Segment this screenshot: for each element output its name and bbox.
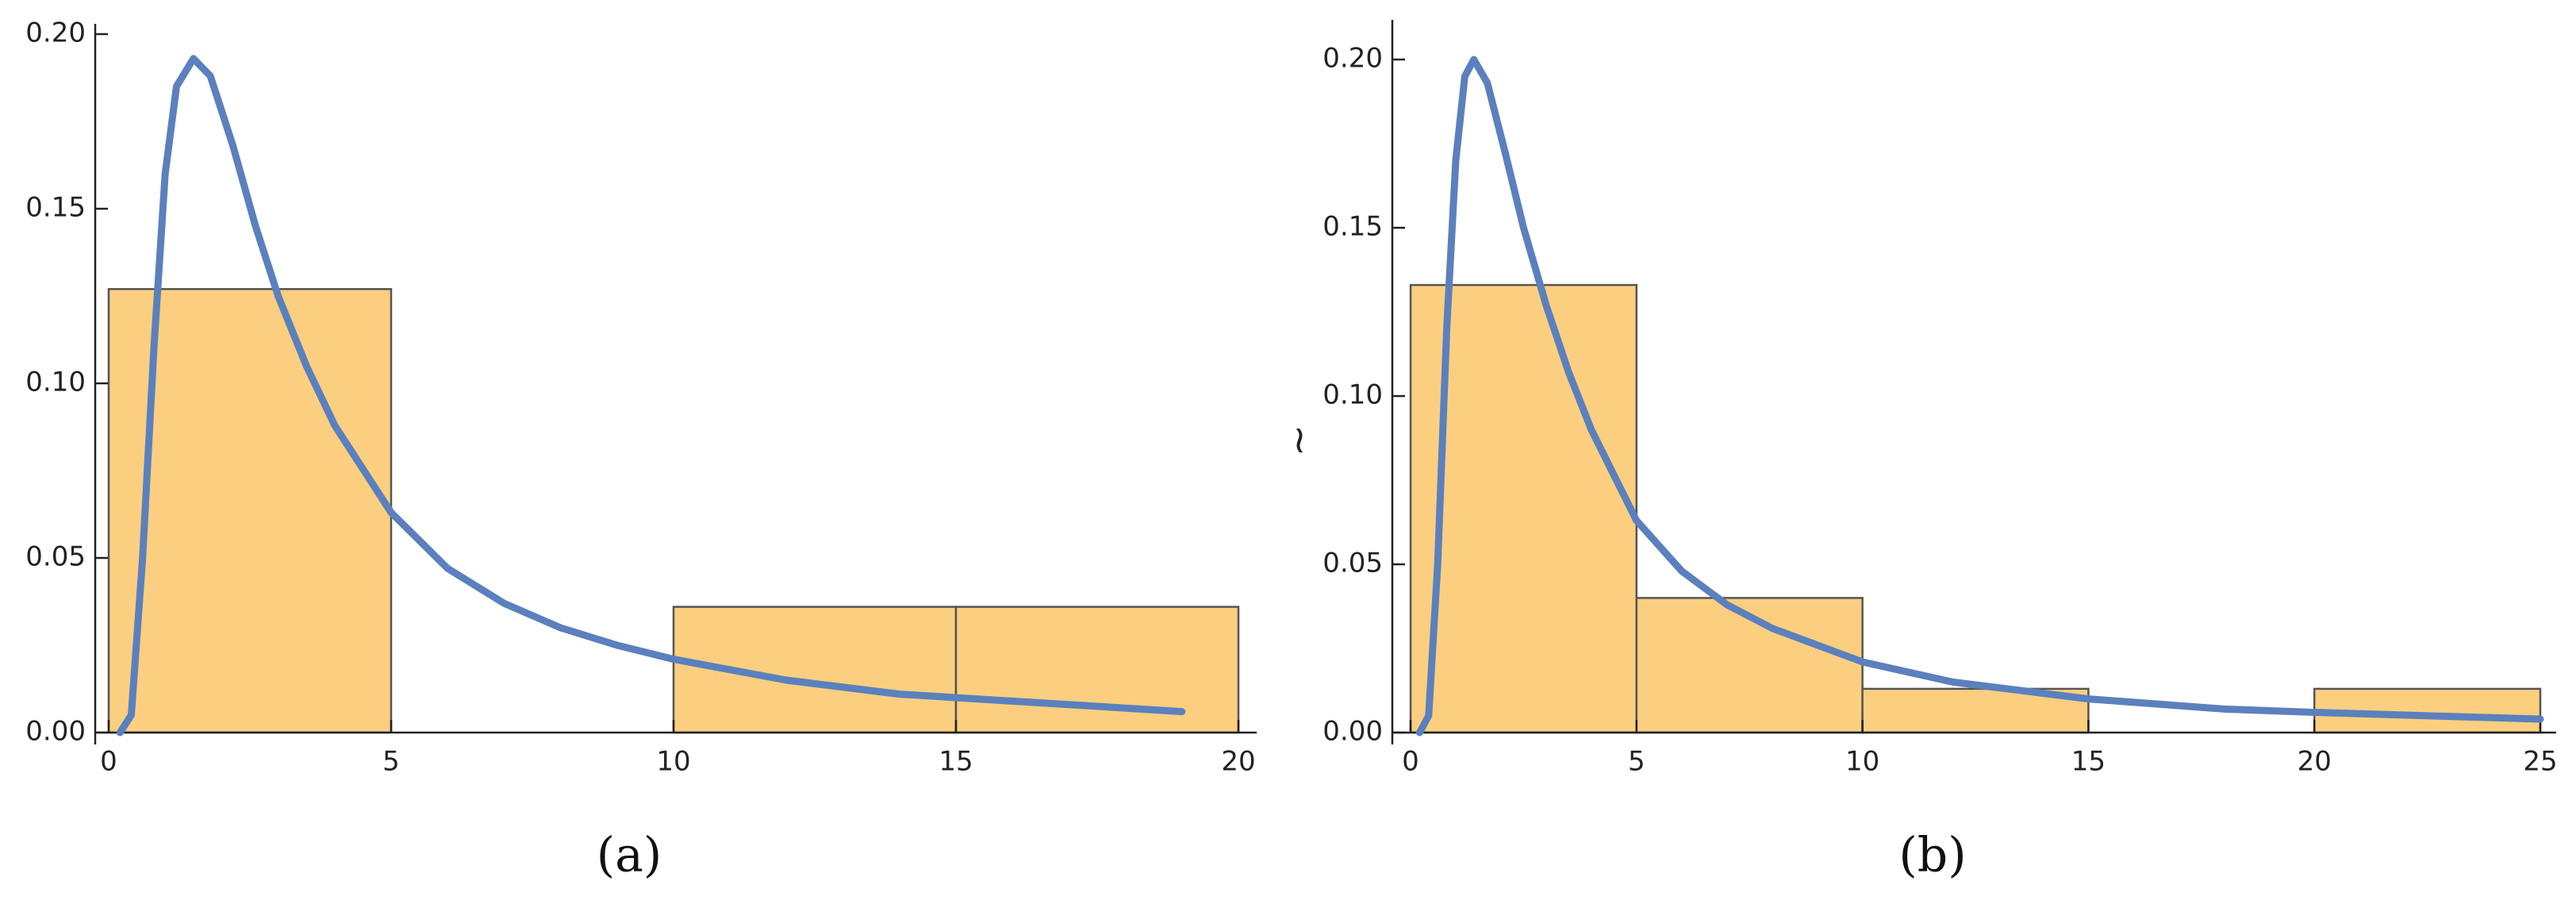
x-tick-label: 25 bbox=[2523, 746, 2557, 778]
x-tick-label: 5 bbox=[1628, 746, 1645, 778]
x-tick-label: 20 bbox=[2298, 746, 2332, 778]
y-tick-label: 0.00 bbox=[25, 716, 86, 748]
y-tick-label: 0.20 bbox=[25, 17, 86, 49]
caption: (b) bbox=[1898, 828, 1966, 883]
x-tick-label: 0 bbox=[100, 746, 117, 778]
x-tick-label: 0 bbox=[1402, 746, 1419, 778]
y-tick-label: 0.00 bbox=[1323, 716, 1383, 748]
y-tick-label: 0.15 bbox=[25, 192, 86, 224]
y-axis-label: ~ bbox=[1276, 425, 1321, 456]
y-tick-label: 0.10 bbox=[1323, 379, 1383, 411]
histogram-bar bbox=[954, 606, 1240, 734]
x-tick-label: 15 bbox=[939, 746, 973, 778]
x-tick-label: 10 bbox=[656, 746, 690, 778]
density-curve bbox=[116, 55, 1186, 737]
density-curve bbox=[1415, 56, 2544, 737]
x-tick-label: 15 bbox=[2071, 746, 2106, 778]
x-tick-label: 20 bbox=[1221, 746, 1255, 778]
y-tick-label: 0.10 bbox=[25, 367, 86, 398]
x-tick-label: 5 bbox=[382, 746, 400, 778]
caption: (a) bbox=[597, 828, 662, 883]
y-tick-label: 0.05 bbox=[1323, 548, 1383, 579]
x-tick-label: 10 bbox=[1845, 746, 1879, 778]
y-tick-label: 0.15 bbox=[1323, 211, 1383, 243]
y-tick-label: 0.20 bbox=[1323, 43, 1383, 75]
y-tick-label: 0.05 bbox=[25, 541, 86, 573]
